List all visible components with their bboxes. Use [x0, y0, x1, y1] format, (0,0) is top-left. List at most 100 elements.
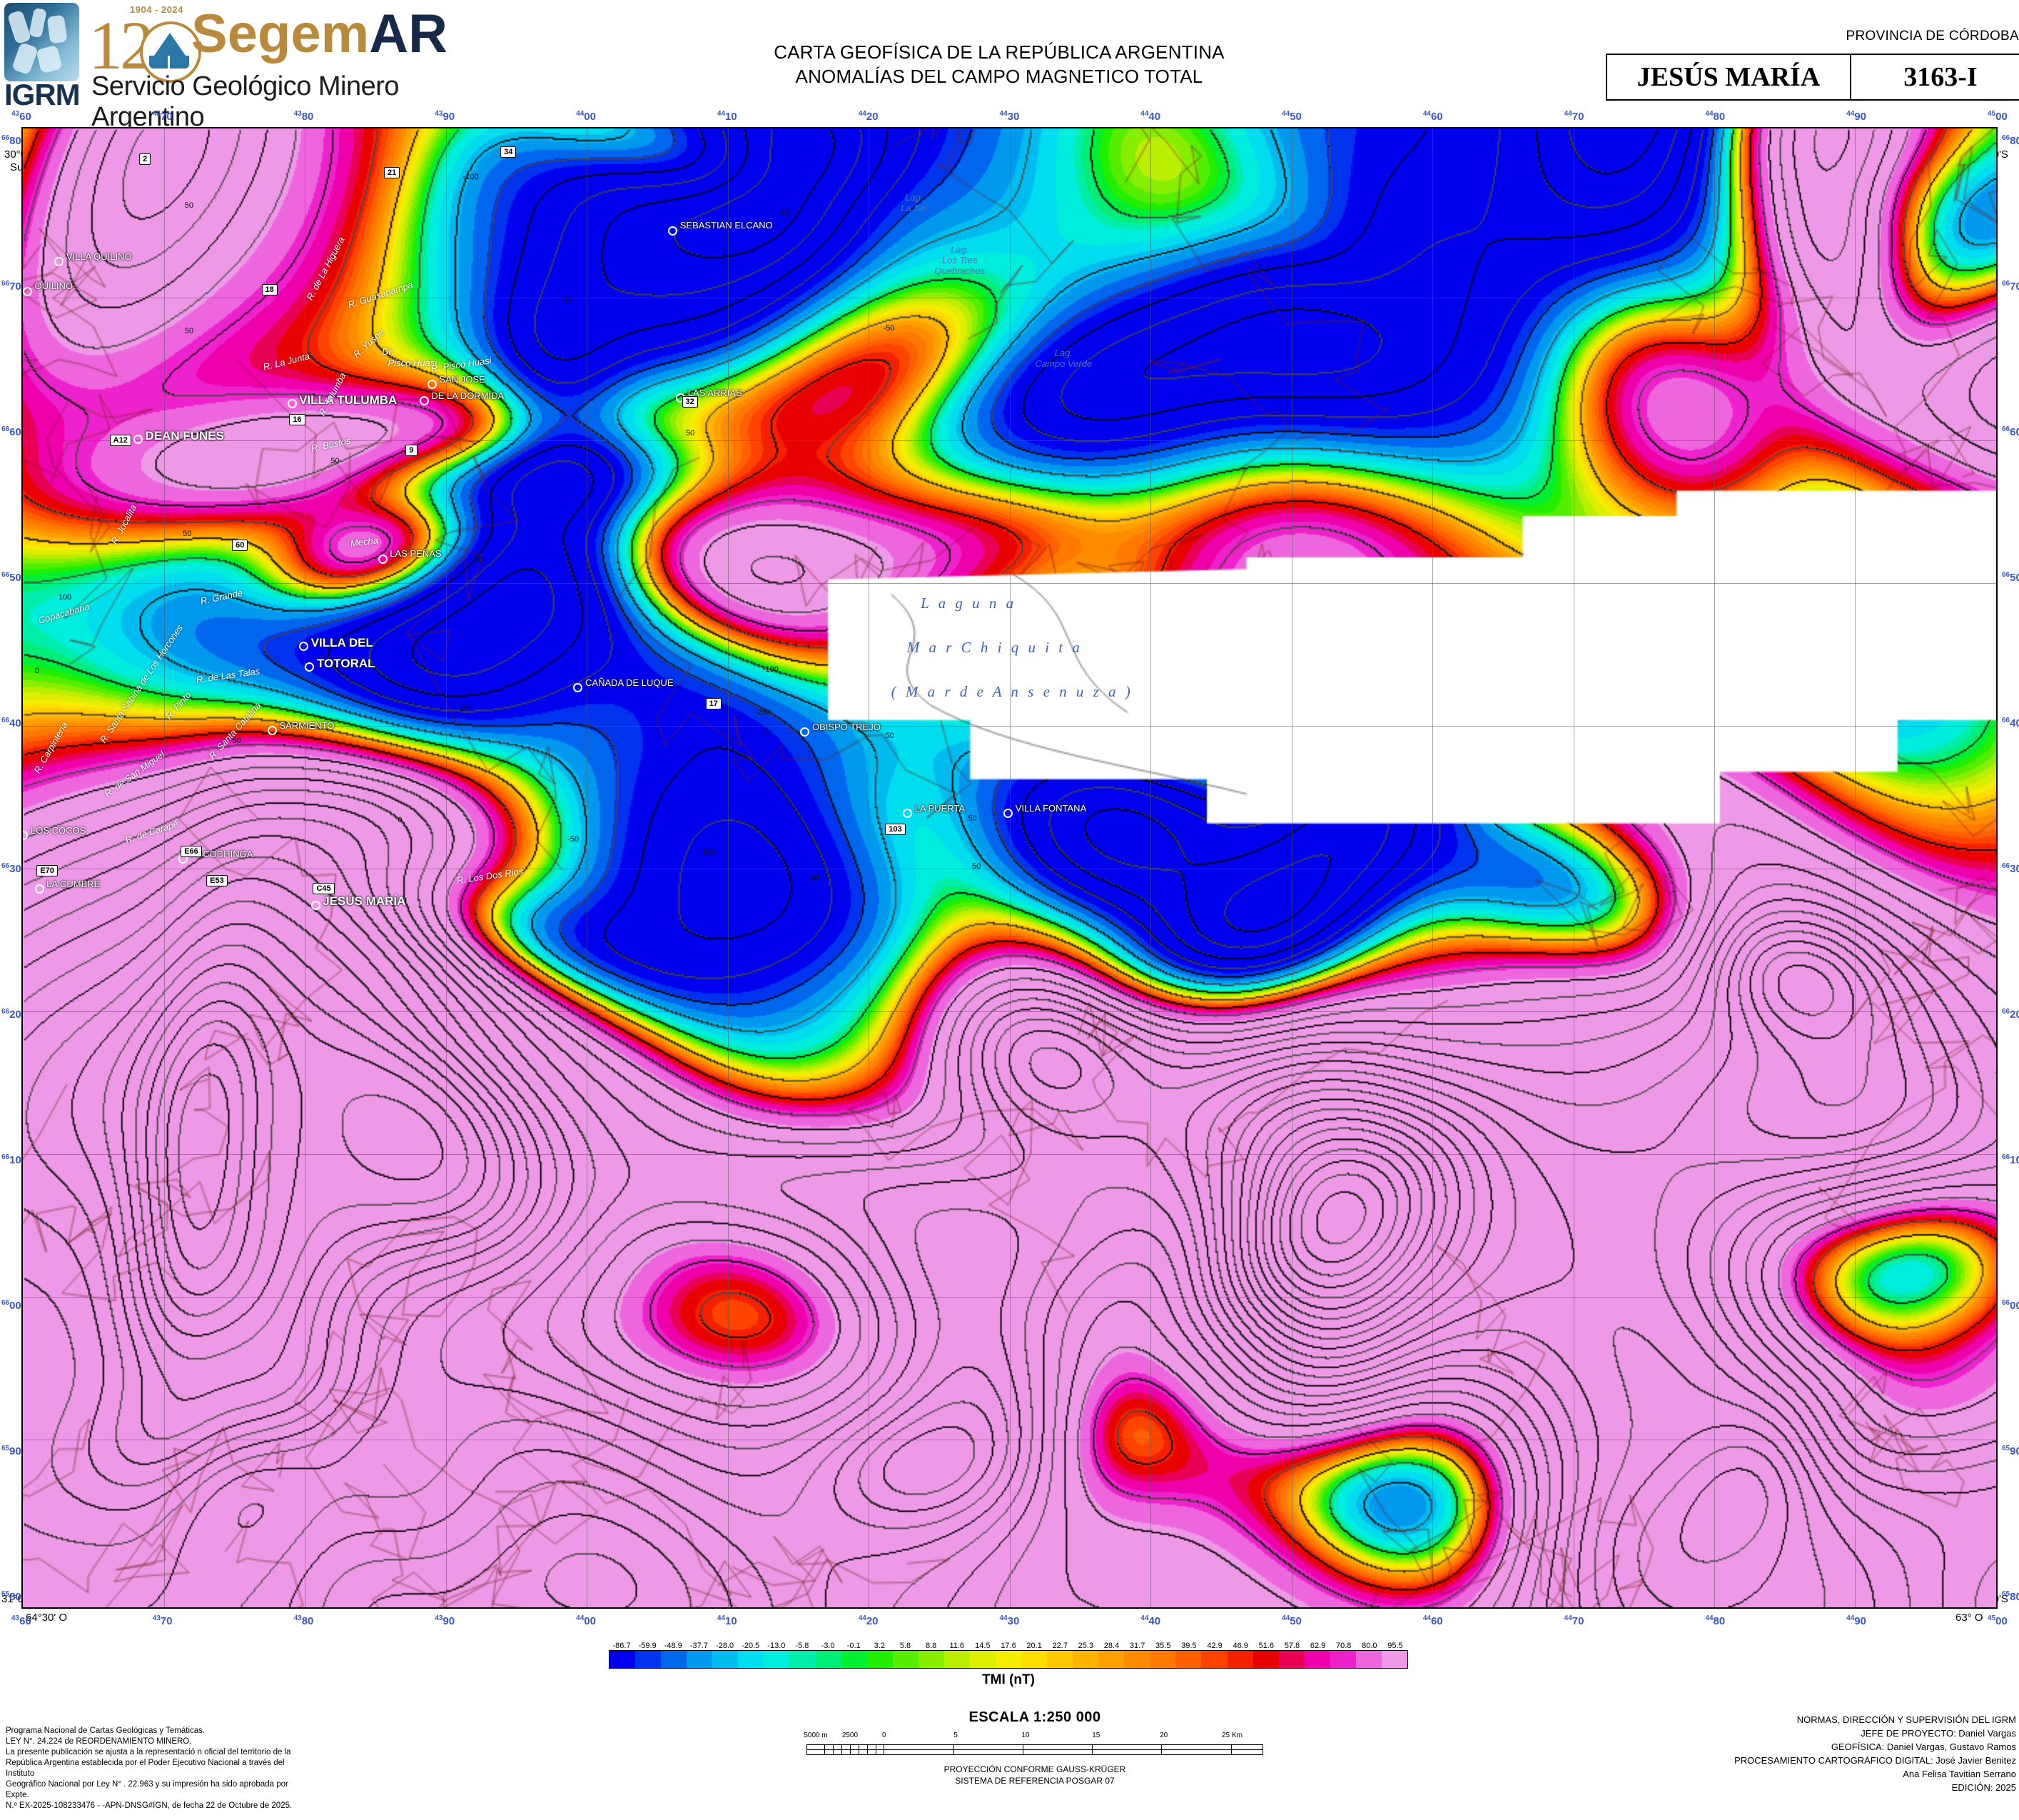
projection-line-1: PROYECCIÓN CONFORME GAUSS-KRÜGER	[943, 1764, 1126, 1774]
colorbar-swatch	[661, 1651, 687, 1668]
colorbar-swatch	[1175, 1651, 1202, 1668]
map-city-label: DEAN FUNES	[145, 428, 224, 443]
map-route-shield: E70	[36, 864, 58, 876]
colorbar-tick-label: 11.6	[949, 1642, 965, 1650]
contour-value-label: 50	[686, 428, 695, 438]
grid-tick-label-x: 4480	[1705, 110, 1726, 123]
legal-notice-block: Programa Nacional de Cartas Geológicas y…	[6, 1726, 313, 1811]
colorbar-swatch	[712, 1651, 739, 1668]
colorbar-title: TMI (nT)	[982, 1672, 1035, 1687]
scale-segment	[1093, 1745, 1163, 1754]
grid-tick-label-x: 4390	[435, 1614, 455, 1627]
colorbar-strip	[609, 1650, 1408, 1669]
grid-tick-label-x: 4470	[1564, 1614, 1584, 1627]
map-river-label: Dr.	[382, 345, 395, 357]
credits-line: PROCESAMIENTO CARTOGRÁFICO DIGITAL: José…	[1734, 1755, 2016, 1766]
map-city-label: CAÑADA DE LUQUE	[585, 677, 674, 688]
graticule-parallel	[23, 726, 1996, 727]
grid-tick-label-y: 6680	[2002, 134, 2019, 147]
grid-tick-label-y: 6630	[1, 862, 21, 875]
map-town-marker	[299, 641, 309, 651]
grid-tick-label-x: 4450	[1282, 110, 1302, 123]
colorbar-tick-label: -5.8	[795, 1642, 809, 1650]
map-city-label: LAS PEÑAS	[390, 548, 442, 560]
map-city-label: SARMIENTO	[279, 719, 335, 731]
colorbar-tick-label: -37.7	[689, 1642, 708, 1650]
colorbar-swatch	[1150, 1651, 1176, 1668]
map-river-label: Pisco Huasi	[388, 358, 437, 369]
contour-value-label: 50	[885, 732, 894, 741]
map-route-shield: 9	[405, 445, 418, 457]
graticule-parallel	[23, 1153, 1996, 1155]
grid-tick-label-y: 6650	[2002, 571, 2019, 584]
map-lagoon-label: Lag. Los Tres Quebrachos	[934, 243, 986, 276]
colorbar-swatch	[1073, 1651, 1099, 1668]
scale-tick-label: 20	[1160, 1731, 1168, 1739]
contour-value-label: -50	[561, 295, 573, 305]
colorbar-tick-label: 95.5	[1387, 1642, 1403, 1650]
map-town-marker	[800, 727, 810, 737]
colorbar-swatch	[815, 1651, 841, 1668]
grid-tick-label-x: 4400	[576, 1614, 596, 1627]
grid-tick-label-x: 4420	[858, 110, 879, 123]
colorbar-swatch	[1227, 1651, 1253, 1668]
grid-tick-label-x: 4460	[1422, 110, 1443, 123]
contour-value-label: 50	[232, 736, 241, 745]
scale-tick-label: 15	[1092, 1731, 1100, 1739]
grid-tick-label-y: 6590	[1, 1445, 21, 1457]
map-title-line-2: ANOMALÍAS DEL CAMPO MAGNETICO TOTAL	[795, 66, 1203, 87]
grid-tick-label-y: 6580	[2002, 1590, 2019, 1603]
map-town-marker	[378, 554, 388, 564]
colorbar-tick-label: 20.1	[1026, 1642, 1042, 1650]
scale-segment	[954, 1745, 1023, 1754]
grid-tick-label-x: 4480	[1705, 1614, 1726, 1627]
colorbar-tick-label: 5.8	[899, 1642, 911, 1650]
mar-chiquita-label: ( M a r d e A n s e n u z a )	[891, 683, 1133, 700]
colorbar-tick-label: 46.9	[1233, 1642, 1248, 1650]
map-city-label: LAS ARRIAS	[687, 387, 742, 398]
map-city-label: VILLA FONTANA	[1015, 802, 1087, 814]
colorbar-swatch	[841, 1651, 867, 1668]
colorbar-tick-label: -3.0	[821, 1642, 835, 1650]
map-city-label: OBISPO TREJO	[812, 721, 881, 732]
grid-tick-label-x: 4380	[293, 1614, 314, 1627]
map-town-marker	[133, 434, 143, 444]
magnetic-anomaly-map[interactable]: VILLA QUILINO QUILINO SEBASTIAN ELCANO VILL…	[21, 127, 1998, 1609]
colorbar-tick-label: 31.7	[1129, 1642, 1145, 1650]
colorbar-swatch	[1253, 1651, 1279, 1668]
map-route-shield: 60	[232, 540, 248, 552]
map-city-label: JESÚS MARÍA	[323, 894, 406, 909]
graticule-parallel	[23, 440, 1996, 442]
grid-tick-label-x: 4500	[1988, 1614, 2008, 1627]
map-title-block: CARTA GEOFÍSICA DE LA REPÚBLICA ARGENTIN…	[728, 40, 1270, 89]
grid-tick-label-x: 4440	[1140, 1614, 1161, 1627]
colorbar-swatch	[995, 1651, 1021, 1668]
scale-tick-label: 5	[953, 1731, 958, 1739]
grid-tick-label-y: 6590	[2002, 1445, 2019, 1457]
scale-block: ESCALA 1:250 000 5000 m 2500 0 5 10 15 20 25 Km…	[804, 1709, 1263, 1786]
map-town-marker	[287, 399, 297, 409]
page-header: IGRM 120 1904 - 2024 SegemAR Servicio Ge…	[0, 0, 2019, 132]
mar-chiquita-label: L a g u n a	[921, 594, 1017, 612]
contour-value-label: -50	[459, 704, 470, 712]
grid-tick-label-y: 6680	[1, 134, 21, 147]
colorbar-tick-labels: -86.7 -59.9 -48.9 -37.7 -28.0 -20.5 -13.0 -5.8 -…	[609, 1634, 1408, 1650]
scale-tick-label: 25 Km	[1222, 1731, 1243, 1739]
grid-tick-label-y: 6640	[1, 717, 21, 729]
sheet-code: 3163-I	[1850, 55, 2019, 99]
map-title-line-1: CARTA GEOFÍSICA DE LA REPÚBLICA ARGENTIN…	[774, 41, 1225, 63]
colorbar-swatch	[1124, 1651, 1150, 1668]
scale-segment	[834, 1745, 842, 1754]
grid-tick-label-y: 6620	[2002, 1008, 2019, 1021]
map-town-marker	[668, 226, 678, 236]
contour-value-label: 0	[398, 816, 403, 825]
scale-segment	[859, 1745, 868, 1754]
map-city-label: LA PUERTA	[914, 802, 966, 814]
segemar-wordmark: SegemAR	[191, 7, 447, 61]
igrm-emblem-icon	[4, 3, 79, 81]
grid-tick-label-x: 4500	[1988, 110, 2008, 123]
segemar-subtitle: Servicio Geológico Minero Argentino	[91, 71, 400, 132]
scale-segment	[816, 1745, 825, 1754]
map-city-label: SEBASTIAN ELCANO	[679, 220, 773, 231]
colorbar-tick-label: 3.2	[874, 1642, 885, 1650]
